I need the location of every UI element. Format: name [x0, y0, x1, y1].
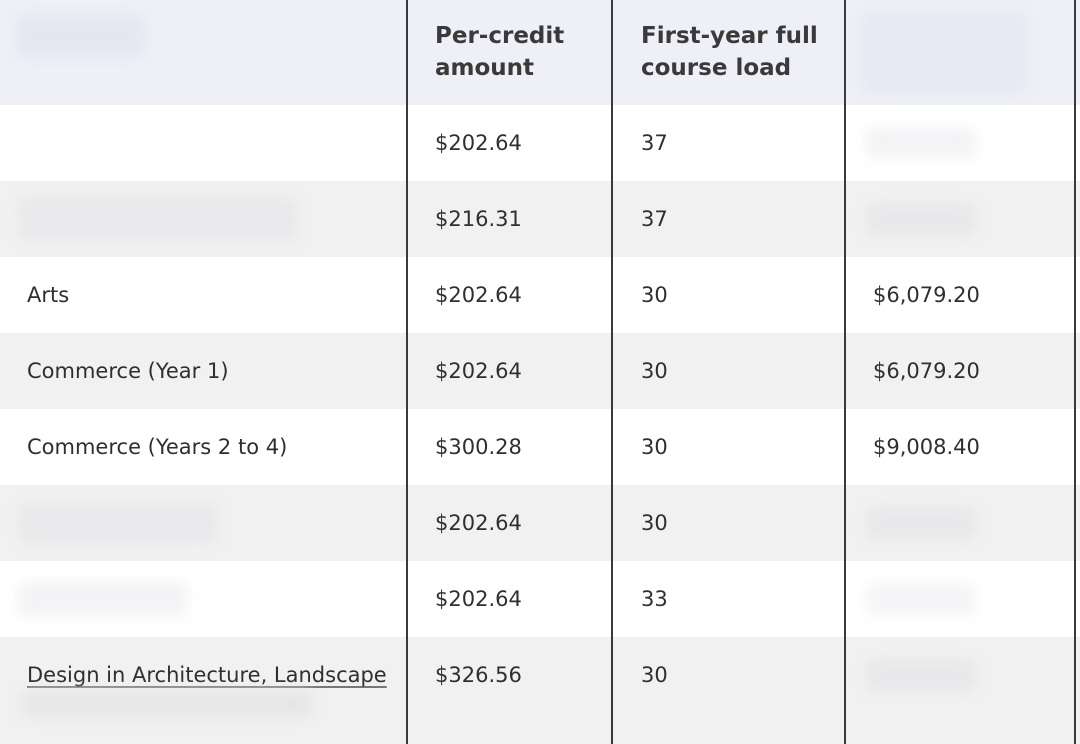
credits-cell: 37 [641, 207, 668, 231]
obscured-total-cell [866, 583, 976, 615]
header-per-credit-amount: Per-credit amount [435, 23, 565, 81]
table-row: Commerce (Years 2 to 4) $300.28 30 $9,00… [0, 409, 1080, 485]
table-header: Per-credit amount First-year full course… [0, 0, 1080, 105]
obscured-total-cell [866, 507, 976, 539]
total-cell: $6,079.20 [873, 359, 980, 383]
obscured-total-cell [866, 659, 976, 691]
obscured-total-cell [866, 127, 976, 159]
obscured-program-cell [18, 503, 218, 543]
per-credit-cell: $202.64 [435, 359, 522, 383]
table-row: $216.31 37 [0, 181, 1080, 257]
table-row: Commerce (Year 1) $202.64 30 $6,079.20 [0, 333, 1080, 409]
per-credit-cell: $216.31 [435, 207, 522, 231]
total-cell: $9,008.40 [873, 435, 980, 459]
table-row: Arts $202.64 30 $6,079.20 [0, 257, 1080, 333]
header-first-year-course-load: First-year full course load [641, 23, 818, 81]
per-credit-cell: $202.64 [435, 131, 522, 155]
program-cell: Commerce (Year 1) [27, 359, 229, 383]
obscured-program-cell [18, 197, 298, 241]
per-credit-cell: $202.64 [435, 587, 522, 611]
per-credit-cell: $300.28 [435, 435, 522, 459]
table-row: $202.64 37 [0, 105, 1080, 181]
credits-cell: 33 [641, 587, 668, 611]
table-row: Design in Architecture, Landscape $326.5… [0, 637, 1080, 744]
column-divider [611, 0, 613, 744]
column-divider [406, 0, 408, 744]
obscured-program-cell [18, 581, 188, 617]
per-credit-cell: $202.64 [435, 283, 522, 307]
program-cell: Arts [27, 283, 70, 307]
obscured-header-cell [18, 16, 144, 56]
per-credit-cell: $326.56 [435, 663, 522, 687]
column-divider [844, 0, 846, 744]
obscured-program-cell [22, 691, 312, 717]
credits-cell: 30 [641, 511, 668, 535]
credits-cell: 30 [641, 435, 668, 459]
column-divider [1074, 0, 1076, 744]
credits-cell: 30 [641, 283, 668, 307]
obscured-header-cell [862, 12, 1027, 94]
program-cell: Commerce (Years 2 to 4) [27, 435, 288, 459]
credits-cell: 30 [641, 663, 668, 687]
table-row: $202.64 33 [0, 561, 1080, 637]
program-cell: Design in Architecture, Landscape [27, 663, 387, 687]
total-cell: $6,079.20 [873, 283, 980, 307]
credits-cell: 30 [641, 359, 668, 383]
credits-cell: 37 [641, 131, 668, 155]
obscured-total-cell [866, 203, 976, 235]
table-row: $202.64 30 [0, 485, 1080, 561]
per-credit-cell: $202.64 [435, 511, 522, 535]
